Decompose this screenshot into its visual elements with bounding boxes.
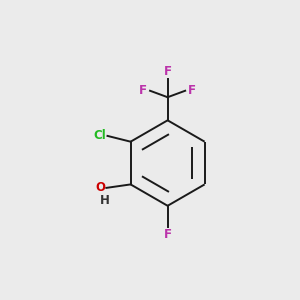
Text: H: H — [100, 194, 110, 207]
Text: F: F — [164, 64, 172, 78]
Text: F: F — [188, 84, 196, 97]
Text: F: F — [139, 84, 147, 97]
Text: Cl: Cl — [93, 129, 106, 142]
Text: O: O — [95, 182, 105, 194]
Text: F: F — [164, 228, 172, 241]
